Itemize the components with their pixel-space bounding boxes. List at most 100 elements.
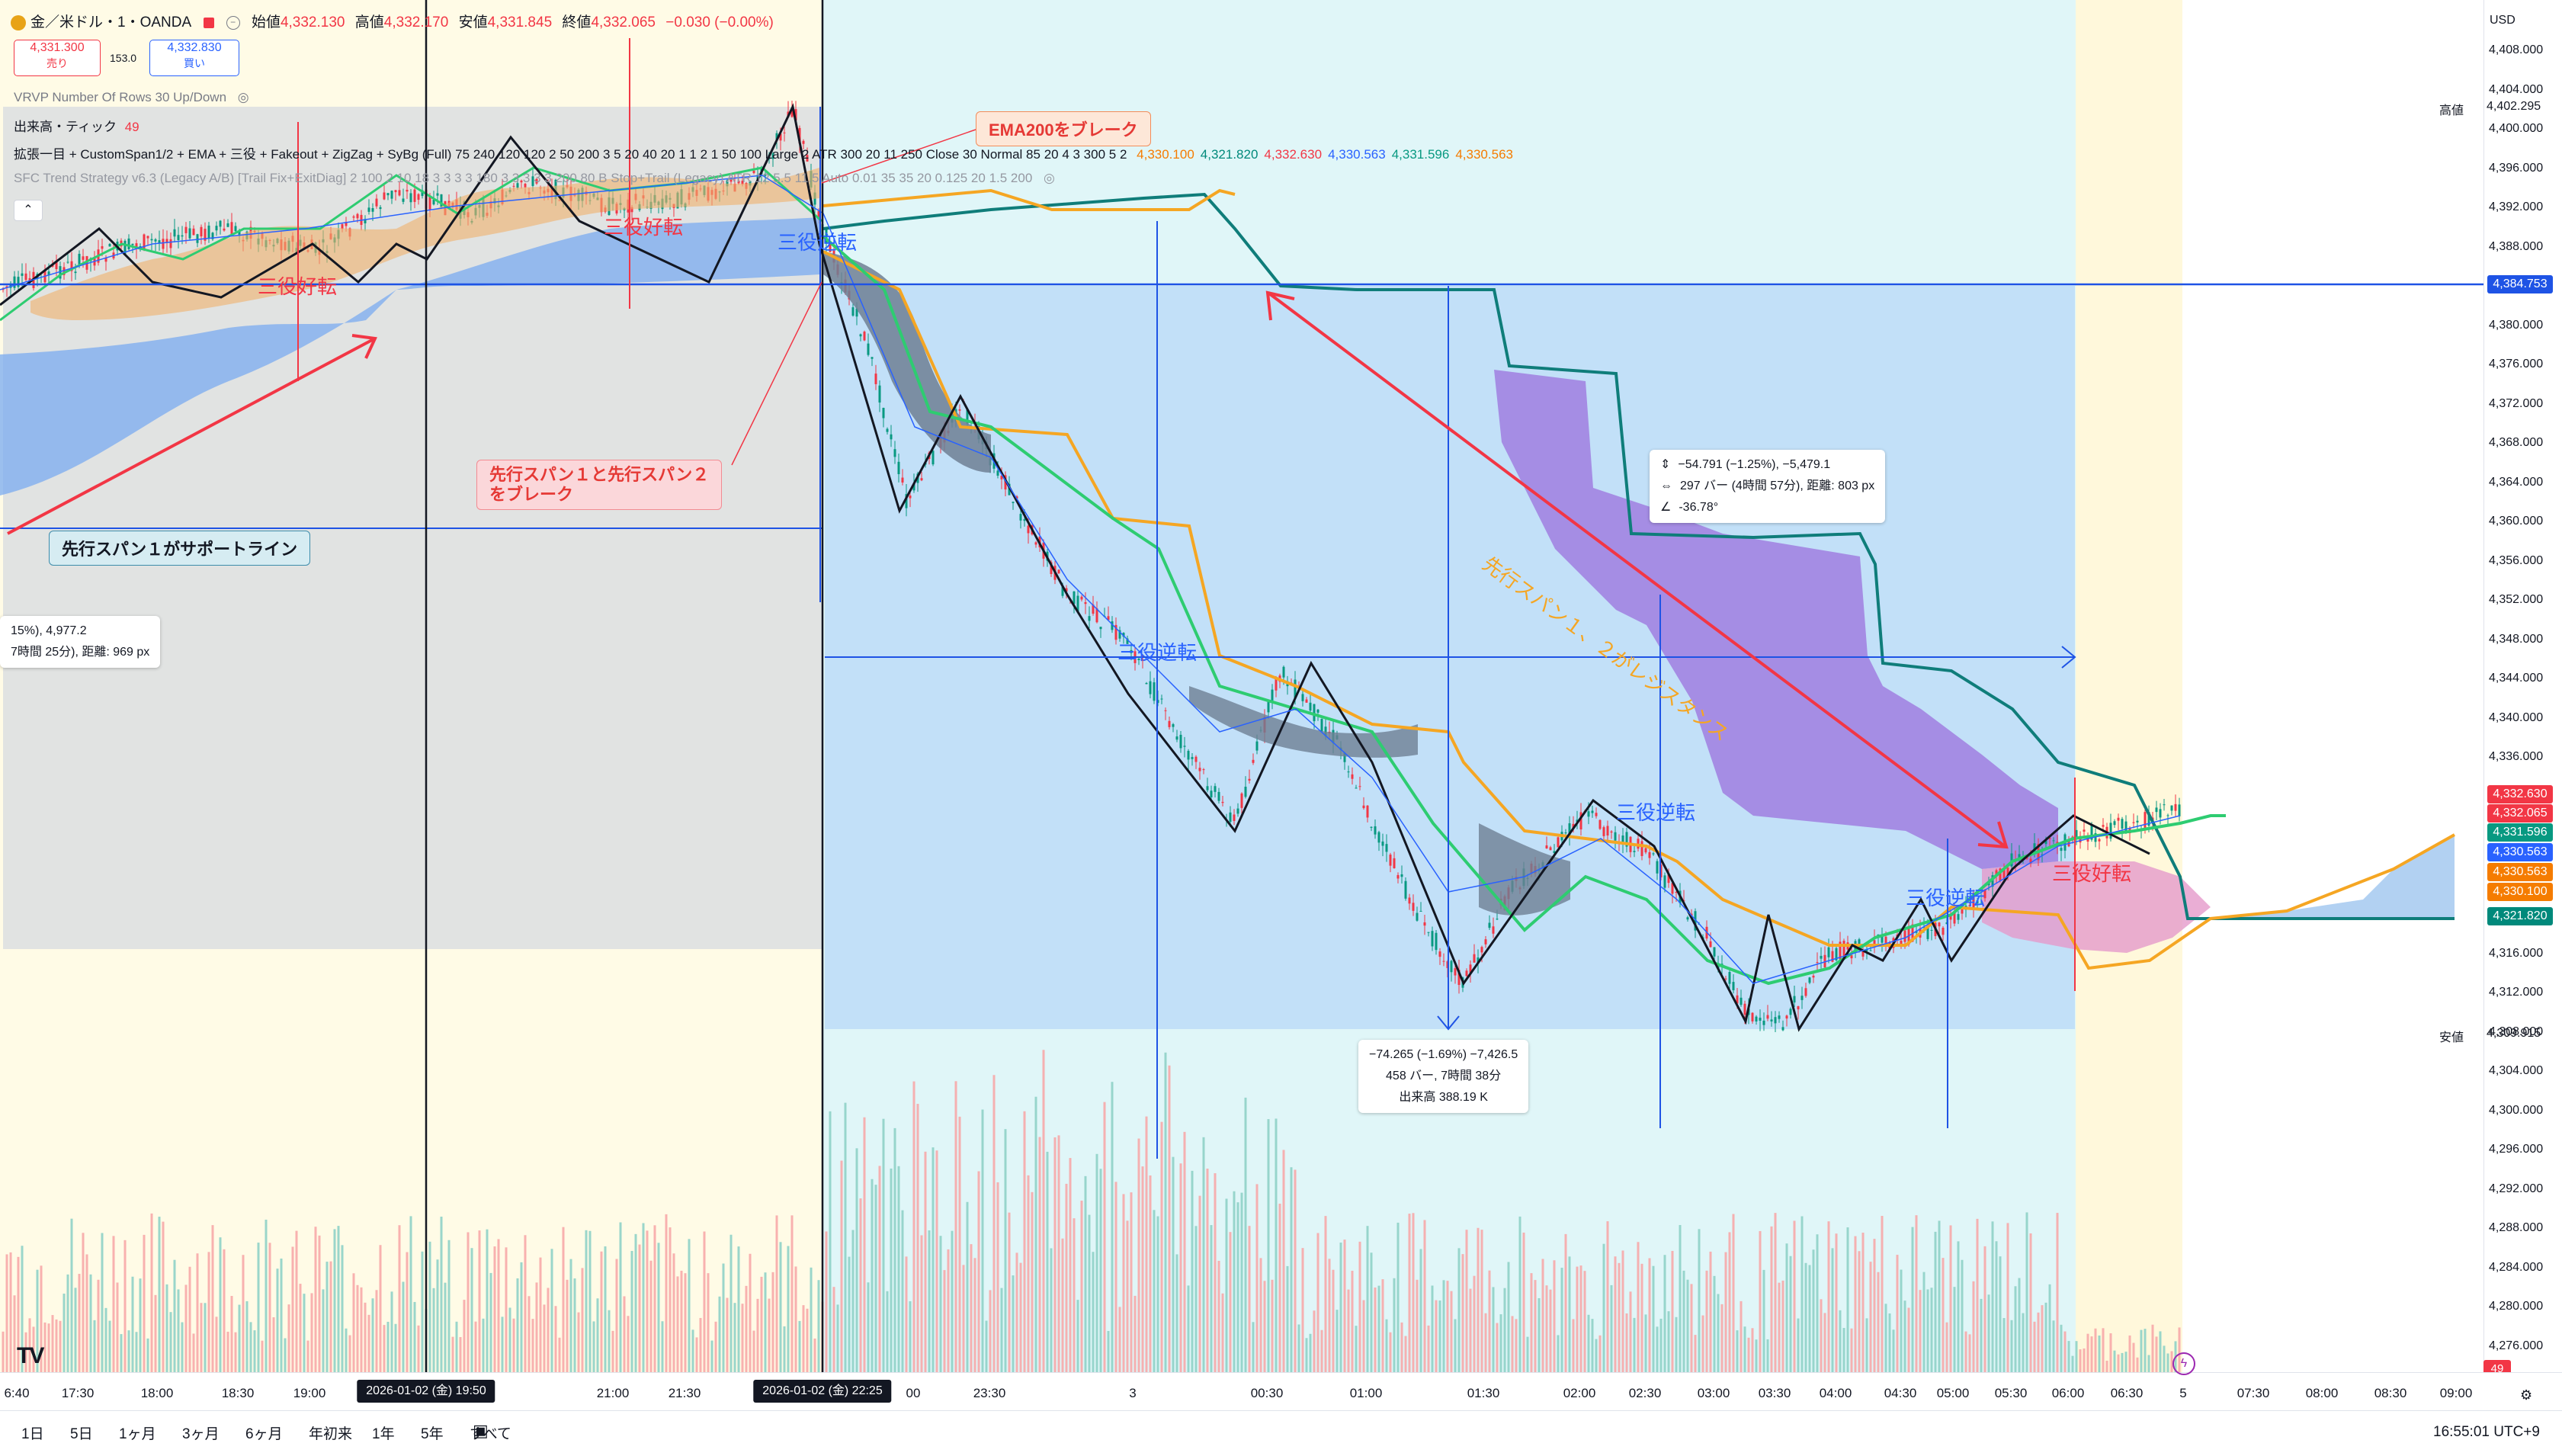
- volume-bar: [478, 1230, 481, 1372]
- volume-bar: [1545, 1285, 1548, 1372]
- range-button[interactable]: 1ヶ月: [119, 1426, 156, 1442]
- clock-label[interactable]: 16:55:01 UTC+9: [2433, 1424, 2540, 1440]
- calendar-icon[interactable]: ▣: [473, 1421, 489, 1440]
- range-button[interactable]: 5年: [421, 1426, 444, 1442]
- settings-icon[interactable]: ⚙: [2520, 1387, 2533, 1403]
- candle-body: [1774, 1017, 1777, 1024]
- volume-bar: [280, 1259, 283, 1372]
- indicator-ichimoku[interactable]: 拡張一目 + CustomSpan1/2 + EMA + 三役 + Fakeou…: [14, 143, 1513, 162]
- volume-bar: [543, 1304, 546, 1372]
- volume-bar: [684, 1273, 687, 1372]
- candle-body: [1968, 905, 1971, 906]
- measure-box-bottom[interactable]: −74.265 (−1.69%) −7,426.5 458 バー, 7時間 38…: [1358, 1040, 1529, 1113]
- candle-body: [1835, 948, 1838, 961]
- volume-bar: [1827, 1221, 1830, 1372]
- collapse-icon[interactable]: −: [226, 15, 240, 30]
- volume-bar: [1671, 1250, 1674, 1372]
- volume-bar: [348, 1335, 351, 1372]
- candle-body: [158, 240, 161, 244]
- volume-bar: [1614, 1256, 1617, 1372]
- price-tag[interactable]: 4,332.065: [2487, 804, 2553, 823]
- range-button[interactable]: 5日: [70, 1426, 93, 1442]
- volume-bar: [101, 1233, 104, 1372]
- volume-bars: [2, 1050, 2181, 1372]
- volume-bar: [390, 1291, 393, 1372]
- volume-bar: [592, 1321, 595, 1372]
- buy-button[interactable]: 4,332.830 買い: [149, 40, 239, 76]
- candle-body: [1217, 791, 1220, 801]
- indicator-vrvp[interactable]: VRVP Number Of Rows 30 Up/Down ◎: [14, 90, 249, 105]
- candle-body: [398, 190, 401, 196]
- volume-bar: [726, 1297, 729, 1372]
- ichimoku-value: 4,331.596: [1391, 147, 1450, 162]
- volume-bar: [1861, 1233, 1865, 1372]
- candle-body: [356, 213, 359, 219]
- volume-bar: [1210, 1225, 1213, 1372]
- callout-span1-support[interactable]: 先行スパン１がサポートライン: [49, 531, 311, 566]
- price-tag[interactable]: 4,332.630: [2487, 785, 2553, 803]
- volume-bar: [2071, 1355, 2074, 1372]
- candle-body: [2136, 820, 2139, 823]
- price-tag[interactable]: 4,330.563: [2487, 863, 2553, 881]
- volume-bar: [181, 1322, 184, 1372]
- candle-body: [1313, 704, 1316, 722]
- volume-bar: [1515, 1319, 1518, 1372]
- lightning-icon[interactable]: ϟ: [2172, 1352, 2195, 1375]
- volume-bar: [2132, 1342, 2135, 1372]
- volume-bar: [657, 1243, 660, 1372]
- volume-bar: [882, 1118, 885, 1372]
- candle-body: [1229, 812, 1232, 823]
- volume-bar: [177, 1289, 180, 1372]
- symbol-title[interactable]: 金／米ドル・1・OANDA − 始値4,332.130 高値4,332.170 …: [11, 11, 774, 31]
- candle-body: [1770, 1019, 1773, 1021]
- range-button[interactable]: 年初来: [309, 1426, 353, 1442]
- volume-bar: [958, 1116, 961, 1372]
- volume-bar: [619, 1222, 622, 1372]
- price-tag[interactable]: 4,331.596: [2487, 823, 2553, 842]
- candle-body: [402, 198, 405, 202]
- tradingview-logo[interactable]: TV: [17, 1343, 44, 1368]
- indicator-sfc[interactable]: SFC Trend Strategy v6.3 (Legacy A/B) [Tr…: [14, 171, 1055, 186]
- candle-body: [2102, 825, 2105, 827]
- label-sanyaku-reverse-2: 三役逆転: [1117, 641, 1198, 664]
- price-axis[interactable]: [2483, 0, 2562, 1387]
- indicator-volume[interactable]: 出来高・ティック 49: [14, 116, 139, 135]
- range-button[interactable]: 1日: [21, 1426, 44, 1442]
- price-tag[interactable]: 4,330.563: [2487, 843, 2553, 861]
- callout-ema200-break[interactable]: EMA200をブレーク: [976, 111, 1151, 146]
- candle-body: [204, 229, 207, 241]
- volume-bar: [1313, 1310, 1316, 1372]
- range-button[interactable]: すべて: [470, 1426, 511, 1442]
- price-tag-hline[interactable]: 4,384.753: [2487, 275, 2553, 293]
- candle-body: [1648, 851, 1651, 858]
- candle-body: [1781, 1027, 1784, 1031]
- eye-hidden-icon[interactable]: ◎: [1044, 171, 1055, 185]
- volume-bar: [89, 1274, 92, 1372]
- callout-span-break[interactable]: 先行スパン１と先行スパン２ をブレーク: [476, 460, 723, 510]
- measure-box-right[interactable]: ⇕ −54.791 (−1.25%), −5,479.1 ⇔ 297 バー (4時間…: [1650, 450, 1886, 523]
- collapse-legend-button[interactable]: ⌃: [14, 200, 43, 221]
- candle-body: [2117, 817, 2120, 821]
- candle-body: [1480, 947, 1483, 953]
- label-sanyaku-reverse-1: 三役逆転: [778, 231, 858, 254]
- bar-range-icon: ⇔: [1660, 479, 1672, 492]
- candle-body: [1316, 709, 1319, 713]
- measure-box-left[interactable]: 15%), 4,977.2 7時間 25分), 距離: 969 px: [0, 616, 161, 668]
- price-tag[interactable]: 4,330.100: [2487, 883, 2553, 901]
- price-tag[interactable]: 4,321.820: [2487, 907, 2553, 925]
- sell-button[interactable]: 4,331.300 売り: [14, 40, 101, 76]
- volume-bar: [840, 1160, 843, 1372]
- candle-body: [1214, 786, 1217, 792]
- volume-bar: [162, 1221, 165, 1372]
- volume-bar: [261, 1340, 264, 1372]
- volume-bar: [1294, 1169, 1297, 1372]
- eye-hidden-icon[interactable]: ◎: [237, 90, 249, 104]
- volume-bar: [829, 1111, 832, 1372]
- volume-bar: [1793, 1220, 1796, 1372]
- range-button[interactable]: 1年: [372, 1426, 395, 1442]
- volume-bar: [1469, 1288, 1472, 1372]
- range-button[interactable]: 3ヶ月: [182, 1426, 220, 1442]
- range-button[interactable]: 6ヶ月: [245, 1426, 283, 1442]
- candle-body: [1457, 970, 1461, 986]
